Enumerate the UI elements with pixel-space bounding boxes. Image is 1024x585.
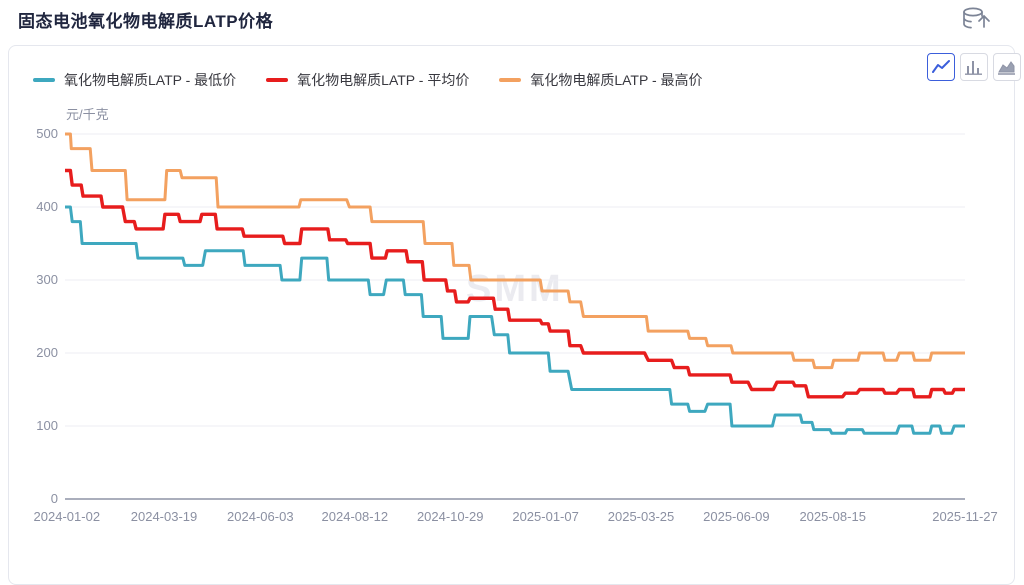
area-chart-button[interactable] [993,53,1021,81]
chart-type-toggle-group [927,53,1021,81]
page-title: 固态电池氧化物电解质LATP价格 [18,12,274,31]
bar-chart-icon [965,61,982,75]
legend-dash-icon [33,78,55,82]
bar-chart-button[interactable] [960,53,988,81]
legend-label: 氧化物电解质LATP - 最高价 [530,72,703,88]
x-tick-label: 2025-06-09 [703,509,770,524]
x-tick-label: 2024-08-12 [321,509,389,524]
chart-card [8,45,1015,585]
legend-item-avg[interactable]: 氧化物电解质LATP - 平均价 [266,70,469,90]
x-tick-label: 2025-01-07 [512,509,579,524]
legend-label: 氧化物电解质LATP - 最低价 [64,72,237,88]
x-tick-label: 2025-08-15 [799,509,866,524]
x-tick-label: 2024-10-29 [416,509,484,524]
y-tick-label: 300 [36,272,58,287]
line-chart-button[interactable] [927,53,955,81]
x-tick-label: 2024-06-03 [227,509,294,524]
y-tick-label: 400 [36,199,58,214]
x-tick-label: 2024-03-19 [130,509,198,524]
chart-legend: 氧化物电解质LATP - 最低价 氧化物电解质LATP - 平均价 氧化物电解质LA… [33,70,703,90]
legend-item-min[interactable]: 氧化物电解质LATP - 最低价 [33,70,236,90]
smm-watermark: SMM [466,268,564,310]
x-tick-label: 2024-01-02 [33,509,101,524]
line-chart-icon [932,60,950,73]
legend-label: 氧化物电解质LATP - 平均价 [297,72,470,88]
y-tick-label: 100 [36,418,58,433]
area-chart-icon [998,61,1015,75]
x-tick-label: 2025-03-25 [607,509,675,524]
x-tick-label: 2025-11-27 [932,509,998,524]
y-axis-unit-label: 元/千克 [66,107,109,122]
legend-dash-icon [266,78,289,82]
y-tick-label: 200 [36,345,58,360]
legend-item-max[interactable]: 氧化物电解质LATP - 最高价 [499,70,703,90]
legend-dash-icon [499,78,522,82]
y-tick-label: 500 [36,126,58,141]
database-upload-icon[interactable] [958,5,992,35]
y-tick-label: 0 [50,491,58,506]
